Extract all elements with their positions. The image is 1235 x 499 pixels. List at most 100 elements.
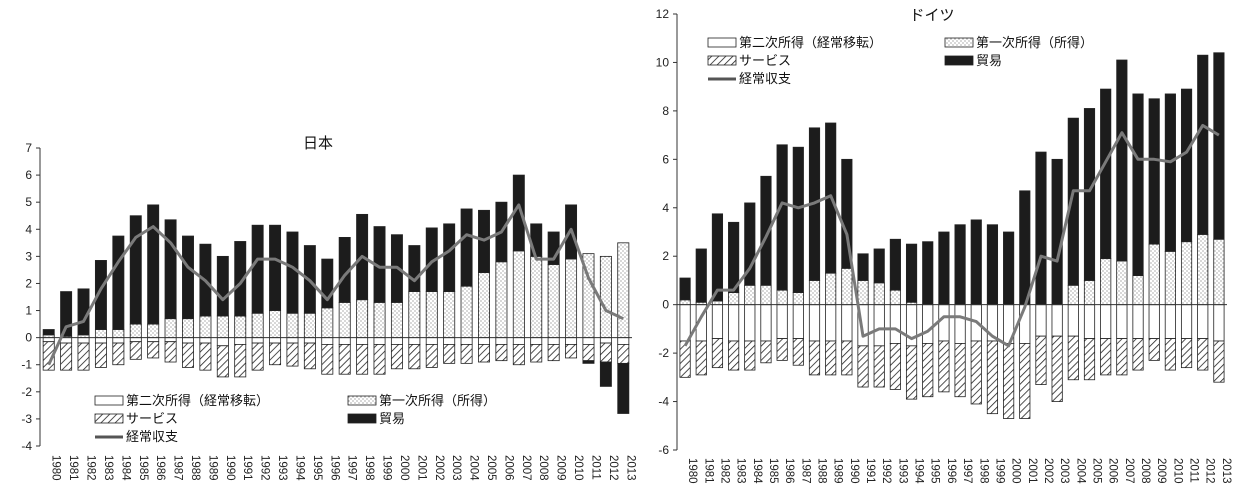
x-tick-label: 1987 xyxy=(799,458,811,484)
bar-segment-hatch xyxy=(425,344,438,368)
bar-segment-solid xyxy=(164,219,177,320)
bar-segment-solid xyxy=(286,231,299,314)
x-tick-label: 2013 xyxy=(1220,458,1232,484)
bar-segment-blank xyxy=(938,304,950,342)
bar-segment-blank xyxy=(216,337,229,347)
bar-segment-dots xyxy=(547,264,560,339)
bar-segment-dots xyxy=(857,280,869,306)
legend-swatch-solid xyxy=(944,55,974,66)
bar-segment-dots xyxy=(1164,250,1176,306)
y-tick-label: -2 xyxy=(658,346,669,360)
bar-segment-solid xyxy=(1132,93,1144,277)
bar-segment-hatch xyxy=(251,342,264,371)
bar-segment-dots xyxy=(286,312,299,339)
bar-segment-blank xyxy=(1067,304,1079,337)
y-tick-label: 5 xyxy=(25,195,32,209)
bar-segment-dots xyxy=(1132,275,1144,306)
bar-segment-hatch xyxy=(408,344,421,370)
bar-segment-blank xyxy=(922,304,934,344)
bar-segment-hatch xyxy=(303,342,316,370)
x-tick-label: 1997 xyxy=(346,455,358,481)
bar-segment-dots xyxy=(599,255,612,339)
bar-segment-dots xyxy=(617,242,630,339)
bar-segment-blank xyxy=(1180,304,1193,339)
bar-segment-blank xyxy=(530,337,543,345)
bar-segment-solid xyxy=(1051,158,1063,306)
bar-segment-blank xyxy=(1083,304,1096,339)
bar-segment-dots xyxy=(841,267,853,306)
bar-segment-blank xyxy=(1213,304,1225,342)
bar-segment-hatch xyxy=(711,338,724,369)
x-tick-label: 1988 xyxy=(189,455,201,481)
bar-segment-dots xyxy=(164,318,177,339)
y-tick-label: 4 xyxy=(662,201,669,215)
legend-swatch-blank xyxy=(94,395,124,406)
bar-segment-dots xyxy=(478,272,490,339)
bar-segment-blank xyxy=(1100,304,1112,339)
y-tick-label: 2 xyxy=(25,276,32,290)
bar-segment-dots xyxy=(1197,234,1209,306)
bar-segment-solid xyxy=(889,238,901,291)
bar-segment-solid xyxy=(954,224,966,306)
bar-segment-hatch xyxy=(269,342,282,366)
bar-segment-hatch xyxy=(338,344,351,375)
bar-segment-hatch xyxy=(889,343,901,390)
bar-segment-solid xyxy=(599,361,612,387)
bar-segment-hatch xyxy=(60,342,73,371)
bar-segment-solid xyxy=(760,175,772,286)
x-tick-label: 1988 xyxy=(816,458,828,484)
x-tick-label: 2000 xyxy=(398,455,410,481)
bar-segment-blank xyxy=(425,337,438,345)
x-tick-label: 1989 xyxy=(206,455,218,481)
bar-segment-hatch xyxy=(938,340,950,393)
bar-segment-dots xyxy=(234,315,247,339)
bar-segment-hatch xyxy=(234,344,247,378)
bar-segment-dots xyxy=(94,329,107,339)
legend-label: 経常収支 xyxy=(126,429,178,444)
bar-segment-hatch xyxy=(760,340,772,364)
bar-segment-hatch xyxy=(286,342,299,367)
x-tick-label: 2007 xyxy=(520,455,532,481)
bar-segment-blank xyxy=(679,304,691,342)
bar-segment-hatch xyxy=(1035,335,1047,385)
bar-segment-dots xyxy=(129,323,142,339)
bar-segment-hatch xyxy=(1051,335,1063,402)
y-tick-label: -6 xyxy=(658,443,669,457)
bar-segment-hatch xyxy=(512,344,525,366)
bar-segment-solid xyxy=(679,277,691,301)
x-tick-label: 1995 xyxy=(311,455,323,481)
bar-segment-blank xyxy=(321,337,334,345)
legend-swatch-hatch xyxy=(94,413,124,424)
x-tick-label: 2002 xyxy=(433,455,445,481)
bar-segment-blank xyxy=(94,337,107,344)
bar-segment-solid xyxy=(1197,54,1209,235)
bar-segment-hatch xyxy=(970,340,982,405)
bar-segment-solid xyxy=(582,360,595,364)
bar-segment-solid xyxy=(60,291,73,337)
bar-segment-blank xyxy=(112,337,125,344)
bar-segment-solid xyxy=(970,219,982,306)
bar-segment-blank xyxy=(77,337,90,344)
bar-segment-hatch xyxy=(808,340,821,376)
bar-segment-hatch xyxy=(1067,335,1079,381)
x-tick-label: 1986 xyxy=(783,458,795,484)
bar-segment-solid xyxy=(234,241,247,317)
chart-title: ドイツ xyxy=(909,7,954,24)
japan-chart-panel: 7 6 5 4 3 2 1 0 -1 -2 -3 -4 1980 1981 1982 1983 1984 1985… xyxy=(21,135,636,481)
legend-label: 第一次所得（所得） xyxy=(976,35,1093,50)
x-tick-label: 2003 xyxy=(1058,458,1070,484)
bar-segment-hatch xyxy=(495,344,508,362)
bar-segment-solid xyxy=(986,224,999,306)
bar-segment-hatch xyxy=(1148,338,1160,361)
x-tick-label: 2003 xyxy=(450,455,462,481)
bar-segment-dots xyxy=(873,282,885,306)
bar-segment-dots xyxy=(1067,284,1079,306)
bar-segment-blank xyxy=(841,304,853,342)
x-tick-label: 2001 xyxy=(415,455,427,481)
bar-segment-hatch xyxy=(129,341,142,360)
bar-segment-dots xyxy=(744,284,756,306)
x-tick-label: 2005 xyxy=(485,455,497,481)
x-tick-label: 1997 xyxy=(961,458,973,484)
bar-segment-blank xyxy=(251,337,264,344)
bar-segment-hatch xyxy=(922,343,934,398)
